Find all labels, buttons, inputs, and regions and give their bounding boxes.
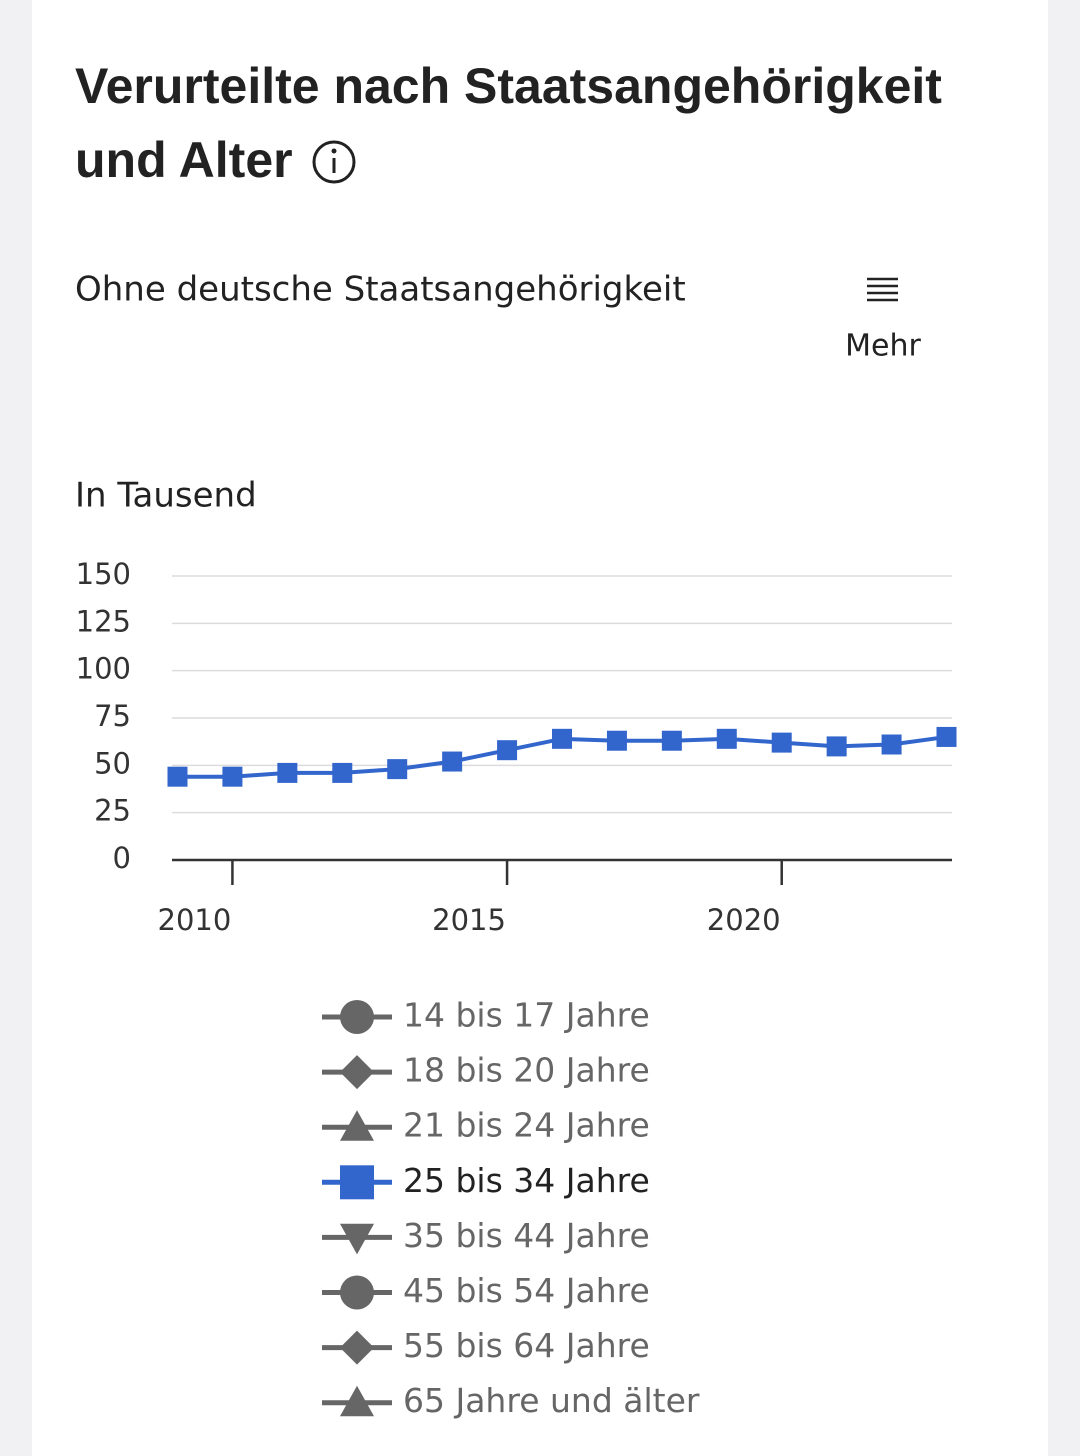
marker: [340, 1000, 374, 1034]
marker: [340, 1385, 374, 1417]
legend-label[interactable]: 21 bis 24 Jahre: [403, 1106, 650, 1145]
x-tick-label: 2020: [707, 903, 781, 937]
marker: [340, 1223, 374, 1255]
point: [387, 759, 408, 780]
point: [277, 762, 298, 783]
legend-label[interactable]: 65 Jahre und älter: [403, 1381, 700, 1420]
point: [661, 730, 682, 751]
legend-label[interactable]: 45 bis 54 Jahre: [403, 1271, 650, 1310]
x-tick-label: 2010: [158, 903, 232, 937]
point: [606, 730, 627, 751]
y-tick-label: 0: [113, 841, 131, 875]
x-tick-label: 2015: [432, 903, 506, 937]
chart-title: und Alter: [75, 132, 293, 188]
point: [826, 736, 847, 757]
legend-label[interactable]: 55 bis 64 Jahre: [403, 1326, 650, 1365]
point: [771, 732, 792, 753]
point: [167, 766, 188, 787]
marker: [340, 1330, 374, 1365]
menu-label[interactable]: Mehr: [845, 329, 921, 364]
legend-label[interactable]: 14 bis 17 Jahre: [403, 996, 650, 1035]
point: [222, 766, 243, 787]
menu-button[interactable]: Mehr: [845, 277, 922, 364]
y-tick-label: 25: [94, 794, 131, 828]
legend-label[interactable]: 35 bis 44 Jahre: [403, 1216, 650, 1255]
y-tick-label: 150: [76, 557, 131, 591]
info-icon[interactable]: [312, 140, 356, 184]
legend-label[interactable]: 18 bis 20 Jahre: [403, 1051, 650, 1090]
chart-title: Verurteilte nach Staatsangehörigkeit: [75, 58, 942, 114]
y-tick-label: 100: [76, 652, 131, 686]
y-tick-label: 75: [94, 699, 131, 733]
point: [936, 726, 957, 747]
point: [497, 740, 518, 761]
point: [442, 751, 463, 772]
marker: [340, 1110, 374, 1141]
legend-label[interactable]: 25 bis 34 Jahre: [403, 1161, 650, 1200]
marker: [340, 1275, 374, 1310]
point: [552, 728, 572, 749]
point: [716, 728, 737, 749]
y-tick-label: 50: [94, 746, 131, 780]
y-axis-label: In Tausend: [75, 476, 257, 516]
chart-subtitle: Ohne deutsche Staatsangehörigkeit: [75, 270, 686, 310]
card: [32, 0, 1048, 1456]
point: [332, 762, 353, 783]
marker: [340, 1165, 374, 1200]
marker: [340, 1055, 374, 1090]
point: [881, 734, 902, 755]
y-tick-label: 125: [76, 604, 131, 638]
